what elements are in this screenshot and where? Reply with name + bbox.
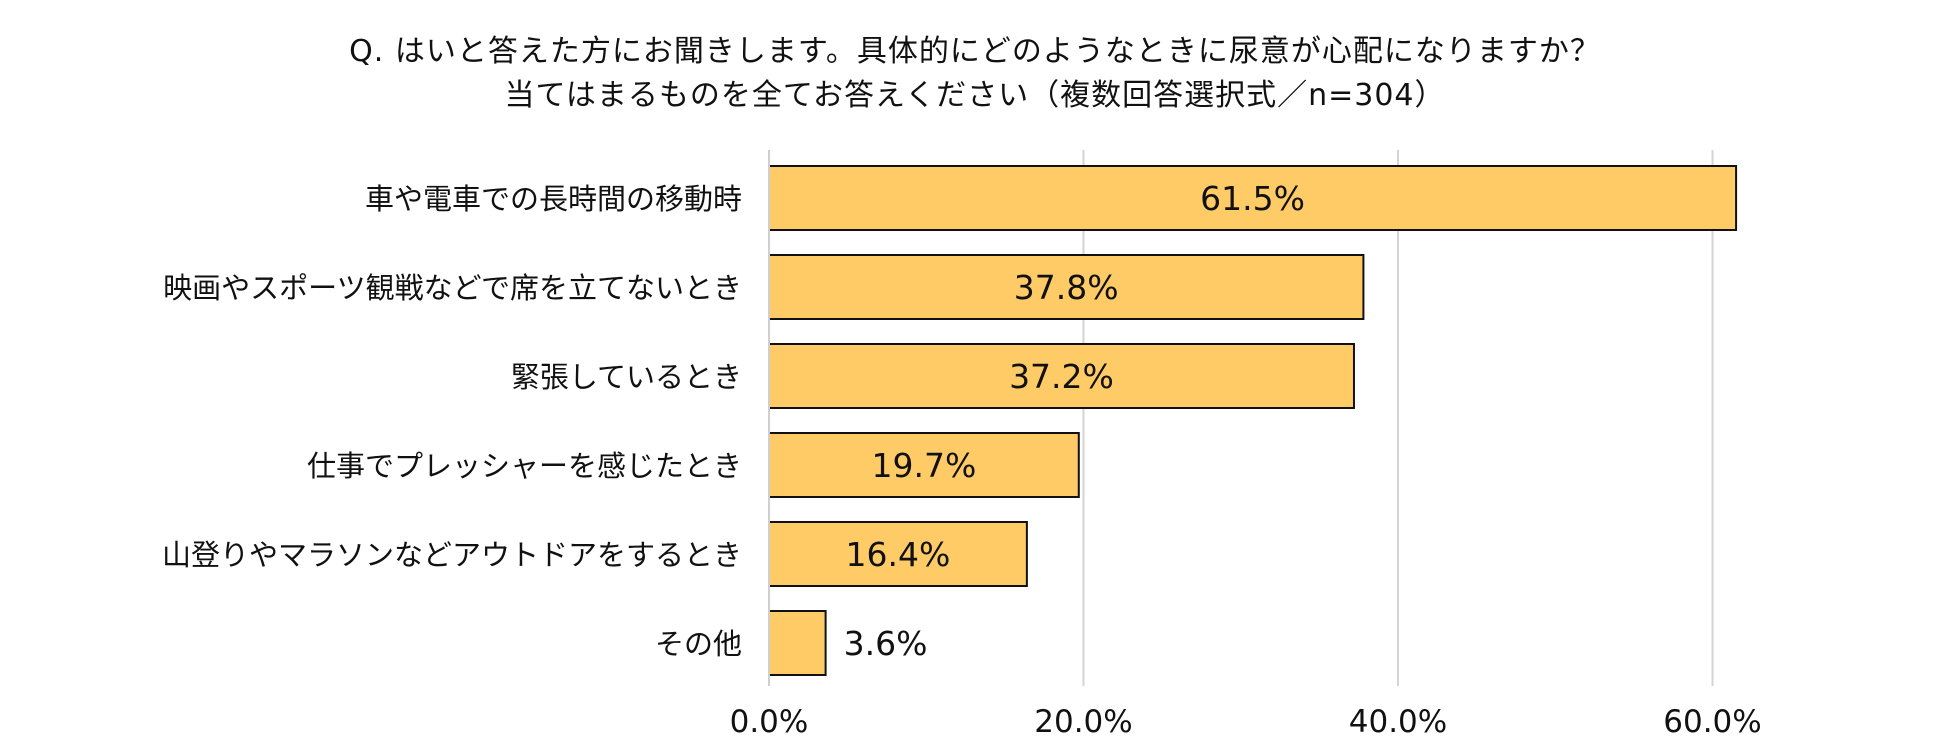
chart-title-line1: Q. はいと答えた方にお聞きします。具体的にどのようなときに尿意が心配になります…: [349, 34, 1601, 69]
x-tick-label-40: 40.0%: [1349, 704, 1447, 740]
category-label-2: 映画やスポーツ観戦などで席を立てないとき: [163, 271, 742, 305]
bar-4: [768, 432, 1080, 498]
bar-6: [768, 610, 827, 676]
x-tick-label-0: 0.0%: [730, 704, 809, 740]
bar-1: [768, 165, 1738, 231]
category-label-1: 車や電車での長時間の移動時: [365, 182, 742, 216]
data-label-4: 19.7%: [871, 446, 976, 485]
category-label-4: 仕事でプレッシャーを感じたとき: [307, 449, 742, 483]
bar-5: [768, 521, 1028, 587]
data-label-5: 16.4%: [846, 535, 951, 574]
data-label-6: 3.6%: [844, 624, 928, 663]
data-label-3: 37.2%: [1009, 357, 1114, 396]
chart-title-line2: 当てはまるものを全てお答えください（複数回答選択式／n=304）: [504, 78, 1446, 113]
category-label-3: 緊張しているとき: [511, 360, 742, 394]
data-label-2: 37.8%: [1014, 268, 1119, 307]
x-tick-label-60: 60.0%: [1663, 704, 1761, 740]
bar-3: [768, 343, 1355, 409]
x-tick-label-20: 20.0%: [1034, 704, 1132, 740]
category-label-6: その他: [655, 627, 742, 661]
category-label-5: 山登りやマラソンなどアウトドアをするとき: [162, 538, 742, 572]
data-label-1: 61.5%: [1200, 179, 1305, 218]
